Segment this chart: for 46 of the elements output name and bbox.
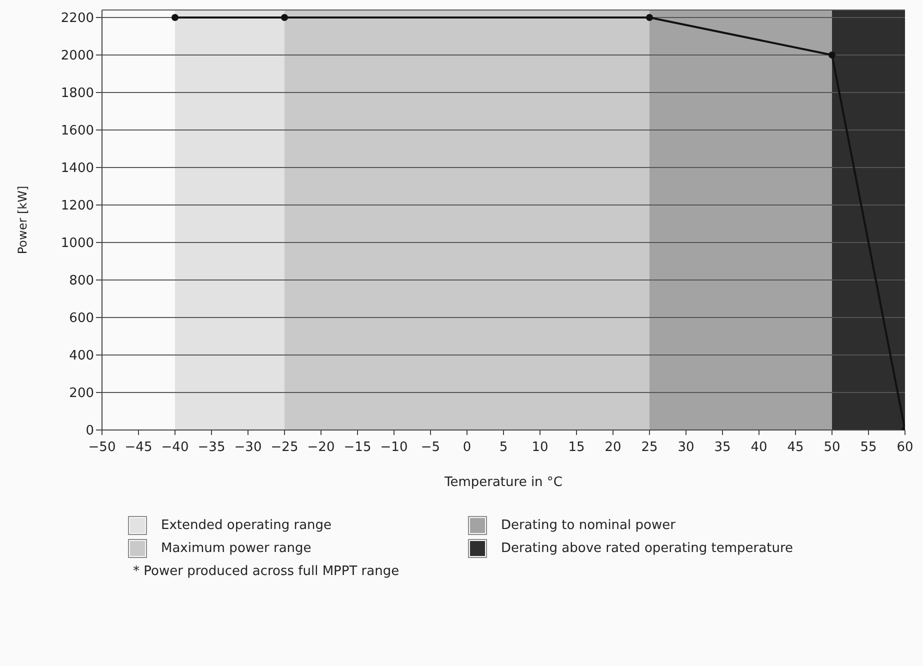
- x-tick-label: 50: [824, 440, 840, 455]
- point: [646, 14, 653, 21]
- x-tick-label: 45: [787, 440, 804, 455]
- legend-label: Maximum power range: [161, 541, 312, 556]
- x-tick-label: −5: [420, 440, 440, 455]
- legend-label: Derating to nominal power: [501, 518, 676, 533]
- x-tick-label: 0: [462, 440, 472, 455]
- y-tick-label: 2000: [60, 48, 94, 64]
- x-axis-title: Temperature in °C: [443, 475, 563, 490]
- x-tick-label: −30: [234, 440, 262, 455]
- point: [172, 14, 178, 21]
- point: [281, 14, 288, 21]
- y-tick-label: 800: [69, 274, 94, 289]
- x-tick-label: −50: [88, 440, 116, 455]
- y-tick-label: 600: [69, 311, 94, 326]
- y-tick-label: 200: [69, 386, 94, 402]
- x-tick-label: 10: [532, 440, 548, 455]
- x-tick-label: 40: [750, 440, 768, 455]
- x-tick-label: 55: [860, 440, 877, 455]
- x-tick-label: 35: [714, 440, 731, 455]
- x-tick-label: −15: [344, 440, 372, 455]
- y-tick-label: 400: [69, 348, 94, 364]
- x-tick-label: −45: [124, 440, 152, 455]
- x-tick-label: −40: [161, 440, 189, 455]
- y-tick-label: 1000: [60, 236, 94, 252]
- point: [828, 52, 836, 58]
- x-tick-label: −35: [198, 440, 226, 455]
- x-tick-label: −20: [307, 440, 335, 455]
- x-tick-label: 20: [604, 440, 622, 455]
- x-tick-label: −25: [270, 440, 298, 455]
- y-tick-label: 1400: [60, 161, 94, 176]
- x-tick-label: 30: [678, 440, 694, 455]
- y-tick-label: 1600: [60, 124, 94, 139]
- x-tick-label: 60: [896, 440, 914, 455]
- x-tick-label: 5: [499, 440, 508, 455]
- y-tick-label: 1800: [60, 86, 94, 102]
- text: * Power produced across full MPPT range: [132, 564, 400, 579]
- y-axis-title: Power [kW]: [15, 186, 30, 254]
- x-tick-label: 15: [568, 440, 585, 455]
- x-tick-label: −10: [380, 440, 408, 455]
- legend-label: Derating above rated operating temperature: [501, 541, 793, 556]
- y-tick-label: 1200: [60, 198, 94, 214]
- legend-label: Extended operating range: [161, 518, 332, 533]
- y-tick-label: 0: [86, 424, 94, 439]
- y-tick-label: 2200: [60, 11, 94, 26]
- x-tick-label: 25: [641, 440, 658, 455]
